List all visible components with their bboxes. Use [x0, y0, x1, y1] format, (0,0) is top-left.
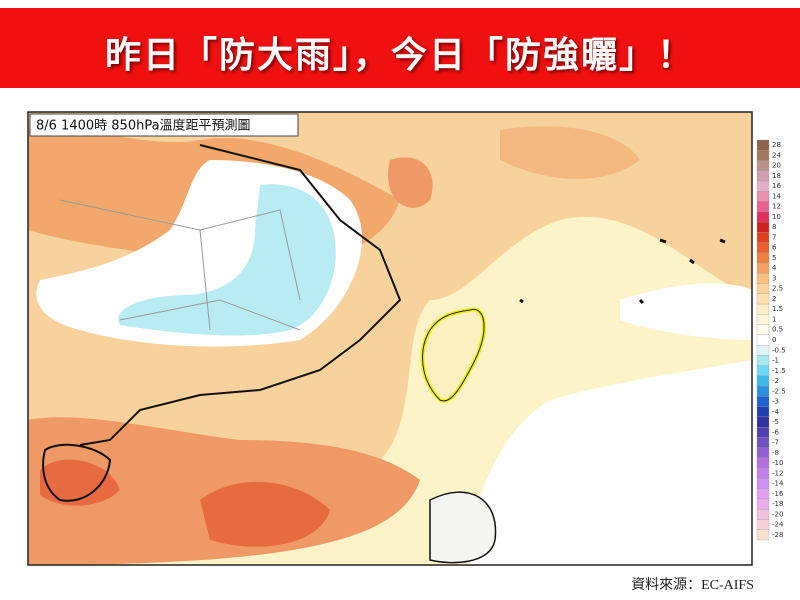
legend-label: 14	[772, 192, 781, 200]
title: 昨日「防大雨」，今日「防強曬」！	[104, 35, 695, 76]
legend-label: 0	[772, 336, 776, 344]
legend-swatch	[756, 509, 770, 520]
legend-label: -18	[772, 500, 783, 508]
legend-swatch	[756, 293, 770, 305]
legend-label: 1.5	[772, 305, 783, 313]
legend-label: 2.5	[772, 285, 783, 293]
legend-swatch	[756, 252, 770, 264]
legend-label: 18	[772, 172, 781, 180]
legend-swatch	[756, 488, 770, 500]
legend-label: 12	[772, 203, 781, 211]
legend-swatch	[756, 334, 770, 346]
legend-swatch	[756, 324, 770, 336]
legend-swatch	[756, 170, 770, 182]
legend-swatch	[756, 191, 770, 202]
map-label: 8/6 1400時 850hPa溫度距平預測圖	[36, 118, 251, 134]
legend-swatch	[756, 180, 770, 192]
legend-swatch	[756, 447, 770, 459]
legend-swatch	[756, 273, 770, 284]
legend-swatch	[756, 150, 770, 161]
legend-label: 4	[772, 264, 777, 272]
legend-label: -14	[772, 480, 784, 488]
legend-swatch	[756, 232, 770, 243]
legend-label: 5	[772, 254, 776, 262]
legend-label: -16	[772, 490, 784, 498]
legend-swatch	[756, 457, 770, 469]
legend-swatch	[756, 519, 770, 530]
legend-swatch	[756, 242, 770, 253]
legend-swatch	[756, 211, 770, 223]
legend-swatch	[756, 427, 770, 438]
legend-swatch	[756, 386, 770, 397]
legend-swatch	[756, 416, 770, 428]
legend-swatch	[756, 498, 770, 510]
legend-swatch	[756, 303, 770, 315]
legend-label: 24	[772, 151, 781, 159]
legend-label: 0.5	[772, 326, 783, 334]
legend-label: -24	[772, 521, 784, 529]
map-border	[27, 111, 753, 566]
legend-swatch	[756, 437, 770, 448]
legend-label: -7	[772, 439, 779, 447]
legend-swatch	[756, 160, 770, 171]
legend-swatch	[756, 468, 770, 479]
legend-label: -1	[772, 357, 779, 365]
legend-label: 2	[772, 295, 776, 303]
label-box	[29, 113, 299, 137]
map	[28, 112, 752, 565]
legend-swatch	[756, 262, 770, 274]
legend-swatch	[756, 139, 770, 151]
legend-label: -12	[772, 469, 783, 477]
legend-swatch	[756, 344, 770, 356]
legend-swatch	[756, 221, 770, 233]
legend-label: -8	[772, 449, 779, 457]
legend-label: -10	[772, 459, 783, 467]
legend-label: -0.5	[772, 346, 786, 354]
legend-label: -6	[772, 428, 780, 436]
legend: 28 24 20 18 16 14 12 10 8 7 6 5 4 3 2.5 2 1.5 1 0.5 0 -0.5 -1…	[756, 139, 786, 541]
legend-label: -20	[772, 510, 783, 518]
legend-label: 16	[772, 182, 781, 190]
legend-label: 10	[772, 213, 781, 221]
legend-swatch	[756, 201, 770, 212]
legend-swatch	[756, 478, 770, 489]
legend-label: -3	[772, 398, 779, 406]
legend-swatch	[756, 283, 770, 294]
legend-swatch	[756, 406, 770, 418]
legend-swatch	[756, 365, 770, 377]
legend-label: -4	[772, 408, 780, 416]
legend-label: 1	[772, 315, 776, 323]
legend-swatch	[756, 396, 770, 407]
legend-label: 7	[772, 233, 776, 241]
legend-label: 28	[772, 141, 781, 149]
legend-label: -1.5	[772, 367, 786, 375]
legend-swatch	[756, 529, 770, 541]
legend-label: -5	[772, 418, 779, 426]
legend-label: -28	[772, 531, 783, 539]
legend-swatch	[756, 375, 770, 387]
legend-swatch	[756, 355, 770, 366]
legend-label: -2	[772, 377, 779, 385]
banner	[0, 8, 800, 88]
legend-label: -2.5	[772, 387, 786, 395]
source: 資料來源：EC-AIFS	[631, 578, 754, 593]
legend-label: 20	[772, 162, 781, 170]
legend-label: 6	[772, 244, 777, 252]
legend-label: 8	[772, 223, 776, 231]
legend-label: 3	[772, 274, 776, 282]
legend-swatch	[756, 314, 770, 325]
